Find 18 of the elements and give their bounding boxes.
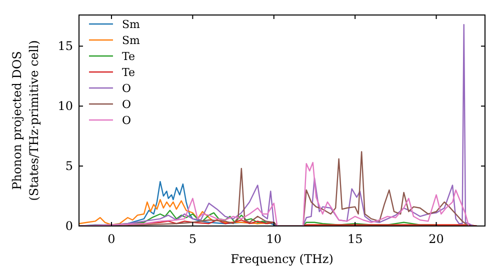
x-tick-label: 20	[428, 232, 444, 246]
legend-label: O	[122, 82, 132, 95]
y-tick-label: 5	[65, 159, 73, 174]
legend-label: Sm	[122, 18, 141, 31]
y-tick-label: 10	[58, 99, 73, 114]
x-tick-label: 5	[188, 232, 196, 246]
y-tick-label: 15	[58, 39, 73, 54]
legend-label: Te	[122, 50, 135, 63]
x-tick-label: 10	[266, 232, 282, 246]
x-tick-label: 0	[108, 232, 116, 246]
y-tick-label: 0	[65, 219, 73, 233]
x-axis-title: Frequency (THz)	[230, 252, 334, 266]
legend-label: Sm	[122, 34, 141, 47]
y-axis-title: Phonon projected DOS (States/THz·primitive cell)	[10, 40, 41, 201]
legend-label: Te	[122, 66, 135, 79]
legend-label: O	[122, 98, 132, 111]
x-tick-label: 15	[347, 232, 363, 246]
legend-label: O	[122, 114, 132, 127]
